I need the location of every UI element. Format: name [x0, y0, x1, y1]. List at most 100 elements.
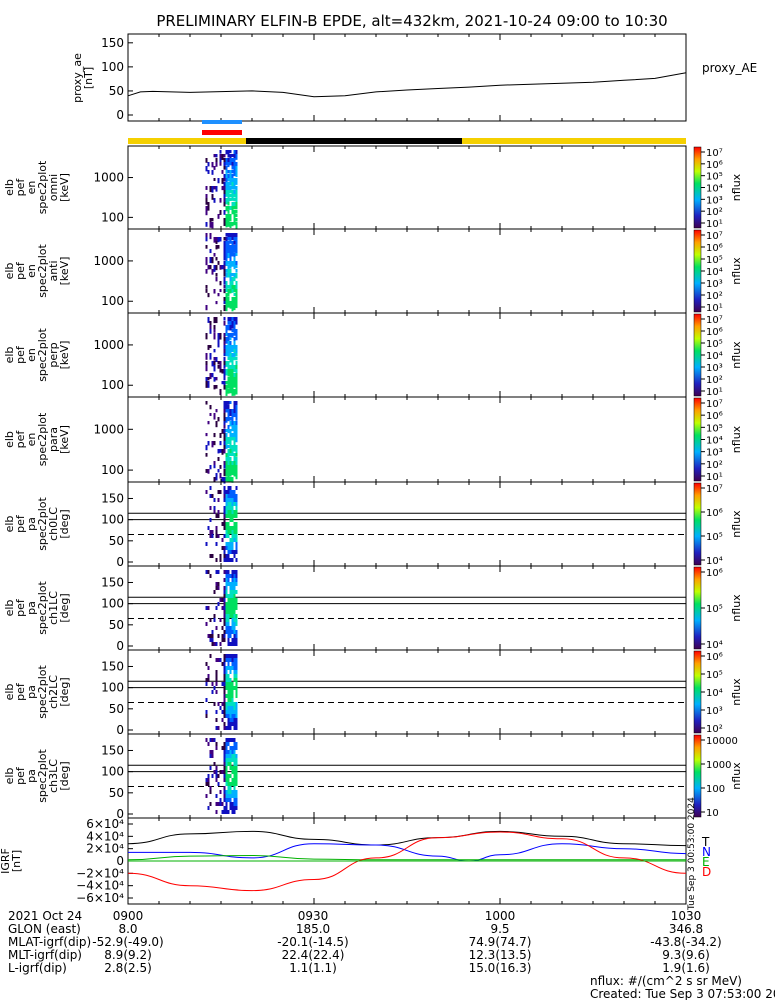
- anti-ylabel-line: pef: [14, 261, 27, 280]
- para-colorbar-tick: 10⁵: [706, 423, 723, 434]
- ch2LC-ytick-label: 50: [109, 702, 124, 716]
- perp-colorbar-label: nflux: [730, 341, 743, 369]
- anti-colorbar-scale: [693, 229, 702, 313]
- ch3LC-colorbar-tick: 10000: [706, 736, 738, 747]
- ch3LC-colorbar-tick: 100: [706, 784, 725, 795]
- omni-ytick-label: 1000: [93, 171, 124, 185]
- proxy-ae-frame: [127, 33, 687, 122]
- ch2LC-ylabel-line: elb: [3, 684, 16, 701]
- para-colorbar-tick: 10²: [706, 460, 723, 471]
- anti-colorbar-tick: 10⁵: [706, 255, 723, 266]
- footer-row-value: 9.5: [490, 922, 509, 936]
- perp-ylabel-line: spec2plot: [36, 328, 49, 382]
- ch0LC-colorbar: 10⁷ 10⁶ 10⁵ 10⁴ nflux: [693, 482, 743, 567]
- anti-ylabel-line: elb: [3, 263, 16, 280]
- ch0LC-ylabel-line: pef: [14, 514, 27, 533]
- omni-colorbar-tick: 10³: [706, 195, 723, 206]
- ch1LC-colorbar-tick: 10⁴: [706, 640, 723, 651]
- black-bar: [246, 138, 462, 144]
- ch1LC-ylabel-line: [deg]: [58, 593, 71, 622]
- omni-colorbar-tick: 10¹: [706, 219, 723, 230]
- footer-row-value: 0930: [298, 909, 329, 923]
- anti-ylabel-line: spec2plot: [36, 244, 49, 298]
- footer-row-label: GLON (east): [8, 922, 81, 936]
- igrf-ytick-label: 6×10⁴: [86, 817, 124, 831]
- para-colorbar-tick: 10³: [706, 448, 723, 459]
- ch2LC-ylabel-line: spec2plot: [36, 665, 49, 719]
- ch3LC-colorbar-tick: 1000: [706, 760, 731, 771]
- ch2LC-colorbar-tick: 10²: [706, 724, 723, 735]
- ch3LC-ylabel-line: elb: [3, 768, 16, 785]
- para-ylabel-line: spec2plot: [36, 412, 49, 466]
- footer-row-value: 2.8(2.5): [104, 961, 152, 975]
- igrf-ytick-label: −6×10⁴: [76, 891, 124, 905]
- igrf-ytick-label: 0: [116, 854, 124, 868]
- ch1LC-ylabel-line: spec2plot: [36, 581, 49, 635]
- ch0LC-colorbar-label: nflux: [730, 510, 743, 538]
- omni-ytick-label: 100: [101, 210, 124, 224]
- ch1LC-spectrogram-data: [205, 570, 238, 646]
- created-note: Created: Tue Sep 3 07:53:00 2024: [590, 987, 775, 1000]
- footer-row-value: 1030: [671, 909, 702, 923]
- anti-colorbar-tick: 10⁷: [706, 231, 723, 242]
- ch3LC-colorbar-tick: 10: [706, 808, 719, 819]
- footer-row-value: 22.4(22.4): [282, 948, 345, 962]
- anti-colorbar-tick: 10⁶: [706, 243, 723, 254]
- ch3LC-colorbar-label: nflux: [730, 762, 743, 790]
- perp-ytick-label: 1000: [93, 338, 124, 352]
- igrf-trace-N: [128, 843, 687, 862]
- ch0LC-ytick-label: 150: [101, 491, 124, 505]
- gold-bar-right: [462, 138, 686, 144]
- ch2LC-colorbar-tick: 10⁴: [706, 688, 723, 699]
- footer-row-value: 8.0: [118, 922, 137, 936]
- omni-ylabel-line: spec2plot: [36, 160, 49, 214]
- omni-colorbar-tick: 10²: [706, 207, 723, 218]
- gold-bar-left: [128, 138, 246, 144]
- ch3LC-ytick-label: 0: [116, 807, 124, 821]
- anti-colorbar-tick: 10⁴: [706, 267, 723, 278]
- ch0LC-colorbar-tick: 10⁷: [706, 484, 723, 495]
- perp-colorbar-tick: 10⁵: [706, 339, 723, 350]
- igrf-legend-T: T: [701, 835, 710, 849]
- proxy-ae-panel: 150 100 50 0 proxy_ae[nT] proxy_AE: [71, 33, 757, 122]
- anti-ylabel-line: [keV]: [58, 257, 71, 286]
- footer-row-value: -43.8(-34.2): [650, 935, 721, 949]
- perp-colorbar-tick: 10⁶: [706, 327, 723, 338]
- anti-ylabel-line: en: [25, 264, 38, 278]
- para-ylabel-line: pef: [14, 430, 27, 449]
- ch3LC-ylabel-line: pa: [25, 769, 38, 783]
- para-colorbar-scale: [693, 397, 702, 482]
- perp-colorbar-tick: 10⁴: [706, 351, 723, 362]
- para-ylabel-line: [keV]: [58, 425, 71, 454]
- ch2LC-colorbar-tick: 10³: [706, 706, 723, 717]
- ch3LC-colorbar-scale: [693, 734, 702, 818]
- orbit-footer: 2021 Oct 24 0900 0930 1000 1030 GLON (east) 8.…: [8, 909, 722, 975]
- spectrogram-panels: 1000100elbpefenspec2plotomni[keV]10⁷10⁶1…: [3, 145, 743, 821]
- para-ytick-label: 100: [101, 463, 124, 477]
- ch2LC-ytick-label: 150: [101, 659, 124, 673]
- ch1LC-colorbar-tick: 10⁵: [706, 604, 723, 615]
- spectrogram-omni: 1000100elbpefenspec2plotomni[keV]10⁷10⁶1…: [3, 145, 743, 230]
- igrf-ylabel-line: [nT]: [10, 850, 23, 872]
- omni-ylabel-line: omni: [47, 174, 60, 201]
- perp-colorbar-tick: 10²: [706, 375, 723, 386]
- blue-zone-marker: [202, 120, 242, 124]
- anti-colorbar-tick: 10¹: [706, 303, 723, 314]
- ch0LC-colorbar-tick: 10⁶: [706, 508, 723, 519]
- footer-row-value: 0900: [113, 909, 144, 923]
- ch1LC-ylabel-line: pa: [25, 601, 38, 615]
- anti-spectrogram-data: [205, 233, 238, 312]
- para-colorbar-label: nflux: [730, 425, 743, 453]
- ch1LC-ytick-label: 50: [109, 618, 124, 632]
- igrf-ytick-label: 2×10⁴: [86, 842, 124, 856]
- spectrogram-perp: 1000100elbpefenspec2plotperp[keV]10⁷10⁶1…: [3, 312, 743, 398]
- ch1LC-ytick-label: 150: [101, 575, 124, 589]
- ch3LC-ylabel-line: pef: [14, 766, 27, 785]
- ch0LC-colorbar-tick: 10⁴: [706, 556, 723, 567]
- ch1LC-ylabel-line: pef: [14, 598, 27, 617]
- ch1LC-ytick-label: 0: [116, 639, 124, 653]
